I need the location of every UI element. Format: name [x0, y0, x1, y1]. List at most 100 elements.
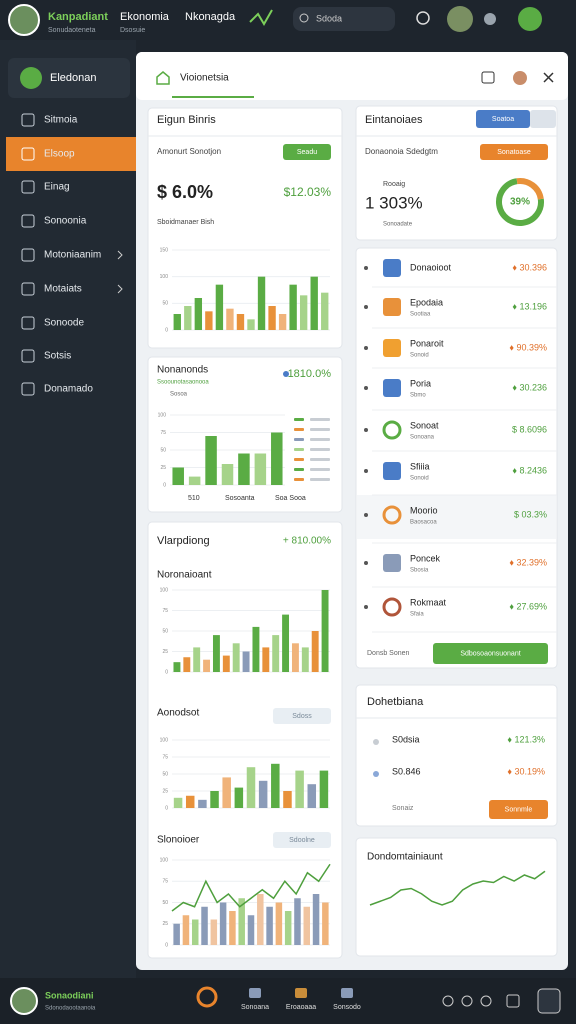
- nav-item[interactable]: Sonoonia: [44, 216, 87, 227]
- bar: [193, 647, 201, 672]
- row-name[interactable]: Moorio: [410, 505, 438, 515]
- nav-item[interactable]: Donamado: [44, 384, 93, 395]
- label: Donsb Sonen: [367, 650, 410, 657]
- tray-icon[interactable]: [506, 994, 520, 1008]
- y-tick-label: 50: [160, 447, 166, 453]
- search-button[interactable]: [416, 11, 430, 25]
- search-box[interactable]: [293, 7, 395, 31]
- bar: [310, 276, 318, 330]
- label: Baosacoa: [410, 520, 437, 526]
- brand: Kanpadiant: [48, 11, 108, 23]
- row-name[interactable]: Sfiiia: [410, 461, 430, 471]
- row-value: ♦ 8.2436: [512, 465, 547, 475]
- bar: [247, 915, 255, 945]
- label: S0dsia: [392, 734, 420, 744]
- bar: [307, 784, 317, 808]
- row-value: ♦ 32.39%: [509, 557, 547, 567]
- row-name[interactable]: Sonoat: [410, 420, 439, 430]
- line: [171, 863, 331, 912]
- nav-item[interactable]: Motaiats: [44, 284, 82, 295]
- settings-button[interactable]: [484, 13, 496, 25]
- bar: [229, 911, 236, 945]
- button[interactable]: [283, 144, 331, 160]
- legend-swatch: [294, 448, 304, 451]
- tray-icon[interactable]: [480, 995, 492, 1007]
- y-tick-label: 150: [160, 247, 169, 253]
- bullet: [364, 469, 368, 473]
- nav-item[interactable]: Elsoop: [44, 149, 75, 160]
- nav-icon: [21, 214, 35, 228]
- bar: [247, 319, 255, 330]
- button-label: Sdoolne: [289, 837, 315, 844]
- app-icon[interactable]: [341, 988, 353, 998]
- nav-item[interactable]: Sonoode: [44, 318, 84, 329]
- bar: [185, 795, 195, 808]
- nav-item[interactable]: Einag: [44, 182, 70, 193]
- dropdown[interactable]: [530, 110, 556, 128]
- profile-avatar[interactable]: [447, 6, 473, 32]
- tray-icon[interactable]: [537, 988, 561, 1014]
- y-tick-label: 50: [162, 900, 168, 906]
- nav-icon: [21, 382, 35, 396]
- y-tick-label: 100: [160, 587, 169, 593]
- bar: [183, 657, 191, 672]
- y-tick-label: 75: [162, 754, 168, 760]
- tray-icon[interactable]: [442, 995, 454, 1007]
- button[interactable]: [433, 643, 548, 664]
- nav-item[interactable]: Motoniaanim: [44, 250, 101, 261]
- tray-icon[interactable]: [461, 995, 473, 1007]
- card-title: Dondomtainiaunt: [367, 852, 443, 863]
- row-name[interactable]: Rokmaat: [410, 597, 447, 607]
- close-button[interactable]: [543, 72, 554, 83]
- bullet: [364, 305, 368, 309]
- top-bar: [0, 0, 576, 40]
- button[interactable]: [273, 708, 331, 724]
- bar: [271, 432, 283, 485]
- app-icon[interactable]: [196, 986, 218, 1008]
- row-name[interactable]: Donaoioot: [410, 262, 452, 272]
- label: Sosoanta: [225, 495, 255, 502]
- bar: [311, 631, 319, 672]
- nav-link[interactable]: Nkonagda: [185, 11, 236, 23]
- y-tick-label: 50: [162, 628, 168, 634]
- line: [369, 870, 546, 906]
- chart-title: Slonoioer: [157, 835, 200, 846]
- row-name[interactable]: Epodaia: [410, 297, 443, 307]
- button[interactable]: [273, 832, 331, 848]
- donut-segment: [496, 178, 544, 226]
- bullet: [364, 561, 368, 565]
- bar: [283, 791, 292, 808]
- nav-item[interactable]: Sitmoia: [44, 115, 78, 126]
- icon: [382, 505, 402, 525]
- bullet: [364, 605, 368, 609]
- window-button[interactable]: [481, 71, 495, 84]
- tab[interactable]: Vioionetsia: [180, 73, 229, 84]
- bar: [303, 906, 311, 945]
- logo: [20, 67, 42, 89]
- bar: [282, 614, 290, 672]
- button[interactable]: [489, 800, 548, 819]
- nav-link[interactable]: Ekonomia: [120, 11, 170, 23]
- y-tick-label: 25: [162, 788, 168, 794]
- row-name[interactable]: Poria: [410, 378, 431, 388]
- app-icon[interactable]: [249, 988, 261, 998]
- app-icon[interactable]: [295, 988, 307, 998]
- bar: [312, 894, 320, 945]
- y-tick-label: 100: [158, 412, 167, 418]
- bar: [257, 894, 264, 945]
- logo: [249, 9, 273, 26]
- dot: [283, 371, 289, 377]
- action-button[interactable]: [518, 7, 542, 31]
- app-label: Sonoana: [241, 1004, 269, 1011]
- row-name[interactable]: Ponaroit: [410, 338, 444, 348]
- row-name[interactable]: Poncek: [410, 553, 441, 563]
- button[interactable]: [476, 110, 530, 128]
- user-avatar[interactable]: [513, 71, 527, 85]
- button[interactable]: [480, 144, 548, 160]
- row-value: ♦ 27.69%: [509, 601, 547, 611]
- chevron: [117, 284, 123, 294]
- legend-line: [310, 478, 330, 481]
- home-icon: [156, 71, 170, 85]
- nav-item[interactable]: Sotsis: [44, 351, 71, 362]
